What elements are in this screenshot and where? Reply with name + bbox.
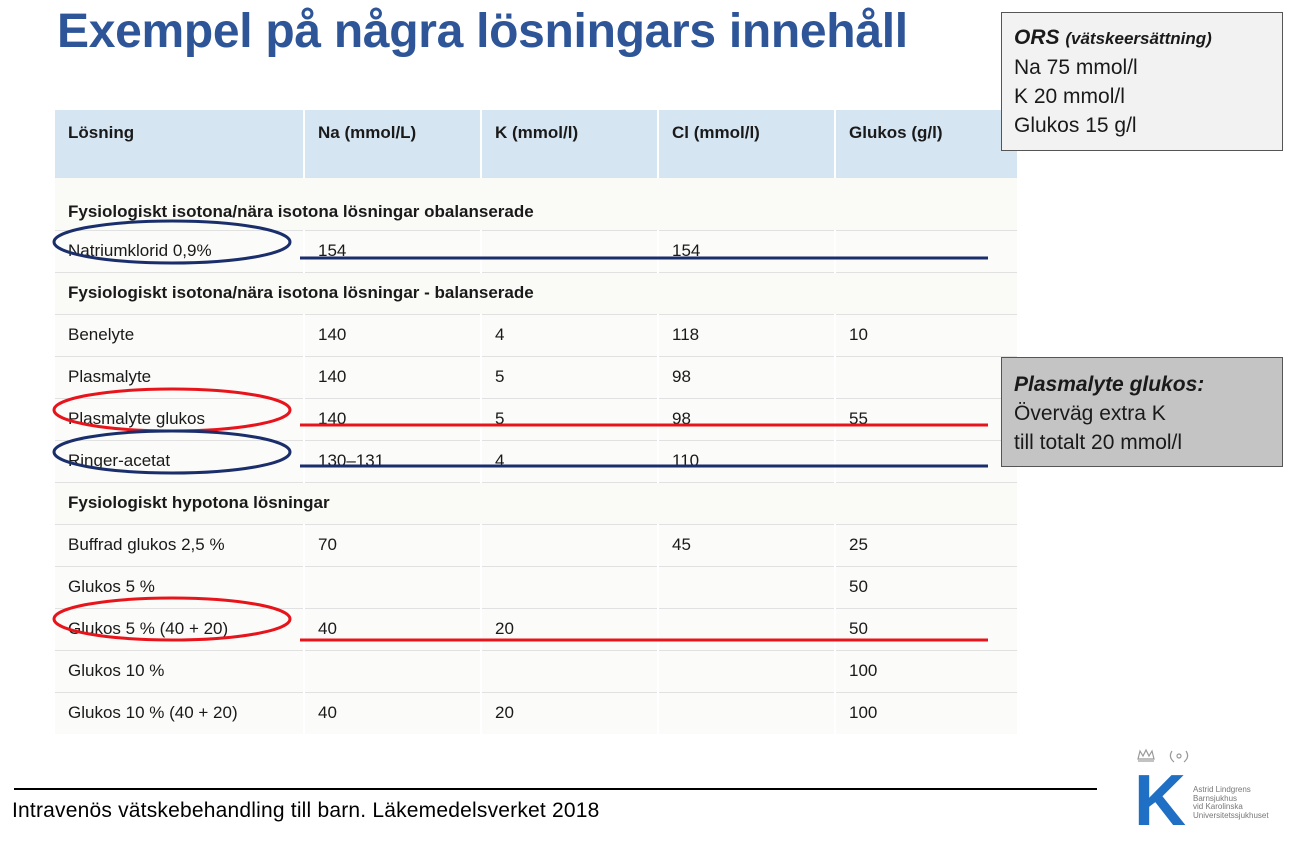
cell-cl [657,607,835,650]
section-heading-row: Fysiologiskt isotona/nära isotona lösnin… [55,176,1017,230]
cell-glucose: 10 [834,313,1017,356]
cell-cl: 45 [657,523,835,566]
cell-k: 20 [480,691,658,734]
cell-k: 5 [480,355,658,398]
cell-k: 4 [480,313,658,356]
table-row: Plasmalyte glukos 140 5 98 55 [55,397,1017,440]
logo-letter: K [1134,761,1186,831]
cell-solution: Glukos 10 % [55,649,304,692]
cell-na: 40 [303,691,481,734]
cell-solution: Benelyte [55,313,304,356]
logo-text-line: Barnsjukhus [1193,793,1238,803]
section-heading-row: Fysiologiskt isotona/nära isotona lösnin… [55,271,1017,314]
cell-k: 20 [480,607,658,650]
section-heading-row: Fysiologiskt hypotona lösningar [55,481,1017,524]
cell-k: 5 [480,397,658,440]
table-row: Glukos 5 % (40 + 20) 40 20 50 [55,607,1017,650]
section-heading: Fysiologiskt hypotona lösningar [55,481,1017,524]
cell-glucose: 100 [834,691,1017,734]
ors-callout: ORS (vätskeersättning) Na 75 mmol/l K 20… [1001,12,1283,151]
cell-solution: Plasmalyte glukos [55,397,304,440]
logo-text-line: vid Karolinska [1193,802,1243,811]
header-solution: Lösning [55,110,304,177]
cell-cl: 98 [657,397,835,440]
cell-solution: Glukos 5 % (40 + 20) [55,607,304,650]
ors-line: Glukos 15 g/l [1014,114,1137,137]
cell-cl [657,691,835,734]
cell-glucose: 50 [834,565,1017,608]
cell-glucose: 25 [834,523,1017,566]
plasmalyte-callout: Plasmalyte glukos: Överväg extra K till … [1001,357,1283,467]
footer-source: Intravenös vätskebehandling till barn. L… [12,799,600,822]
ors-heading: ORS (vätskeersättning) [1014,23,1270,53]
cell-cl: 118 [657,313,835,356]
cell-solution: Buffrad glukos 2,5 % [55,523,304,566]
logo-text-line: Astrid Lindgrens [1193,785,1251,794]
cell-na [303,649,481,692]
table-row: Glukos 10 % 100 [55,649,1017,692]
cell-k: 4 [480,439,658,482]
table-header-row: Lösning Na (mmol/L) K (mmol/l) Cl (mmol/… [55,110,1017,177]
cell-na: 40 [303,607,481,650]
header-k: K (mmol/l) [480,110,658,177]
ors-line: Na 75 mmol/l [1014,56,1138,79]
cell-k [480,229,658,272]
cell-solution: Ringer-acetat [55,439,304,482]
table-row: Plasmalyte 140 5 98 [55,355,1017,398]
cell-na: 154 [303,229,481,272]
cell-na: 140 [303,313,481,356]
cell-na: 140 [303,397,481,440]
plasmalyte-heading: Plasmalyte glukos: [1014,373,1205,396]
logo-text: Astrid Lindgrens Barnsjukhus vid Karolin… [1193,785,1269,820]
ors-title: ORS [1014,26,1060,49]
footer-divider [14,788,1097,790]
cell-solution: Plasmalyte [55,355,304,398]
slide-title: Exempel på några lösningars innehåll [57,5,908,58]
cell-glucose: 55 [834,397,1017,440]
ors-line: K 20 mmol/l [1014,85,1125,108]
cell-glucose [834,439,1017,482]
cell-k [480,523,658,566]
cell-solution: Glukos 5 % [55,565,304,608]
cell-cl [657,565,835,608]
solutions-table: Lösning Na (mmol/L) K (mmol/l) Cl (mmol/… [55,110,1017,734]
header-na: Na (mmol/L) [303,110,481,177]
cell-solution: Glukos 10 % (40 + 20) [55,691,304,734]
cell-glucose [834,355,1017,398]
table-row: Natriumklorid 0,9% 154 154 [55,229,1017,272]
table-row: Glukos 5 % 50 [55,565,1017,608]
cell-na [303,565,481,608]
cell-cl: 98 [657,355,835,398]
plasmalyte-line: Överväg extra K [1014,402,1166,425]
plasmalyte-line: till totalt 20 mmol/l [1014,431,1183,454]
section-heading: Fysiologiskt isotona/nära isotona lösnin… [55,176,1017,230]
table-row: Benelyte 140 4 118 10 [55,313,1017,356]
table-row: Glukos 10 % (40 + 20) 40 20 100 [55,691,1017,734]
header-glucose: Glukos (g/l) [834,110,1017,177]
cell-solution: Natriumklorid 0,9% [55,229,304,272]
hospital-logo: K [1134,748,1189,831]
header-cl: Cl (mmol/l) [657,110,835,177]
wreath-icon [1169,750,1189,763]
ors-subtitle: (vätskeersättning) [1065,29,1212,48]
table-row: Buffrad glukos 2,5 % 70 45 25 [55,523,1017,566]
cell-cl [657,649,835,692]
cell-cl: 154 [657,229,835,272]
section-heading: Fysiologiskt isotona/nära isotona lösnin… [55,271,1017,314]
table-row: Ringer-acetat 130–131 4 110 [55,439,1017,482]
cell-glucose: 100 [834,649,1017,692]
crown-icon [1137,748,1155,762]
cell-glucose: 50 [834,607,1017,650]
cell-na: 70 [303,523,481,566]
cell-k [480,649,658,692]
cell-k [480,565,658,608]
cell-glucose [834,229,1017,272]
cell-na: 130–131 [303,439,481,482]
logo-text-line: Universitetssjukhuset [1193,810,1269,820]
cell-na: 140 [303,355,481,398]
cell-cl: 110 [657,439,835,482]
